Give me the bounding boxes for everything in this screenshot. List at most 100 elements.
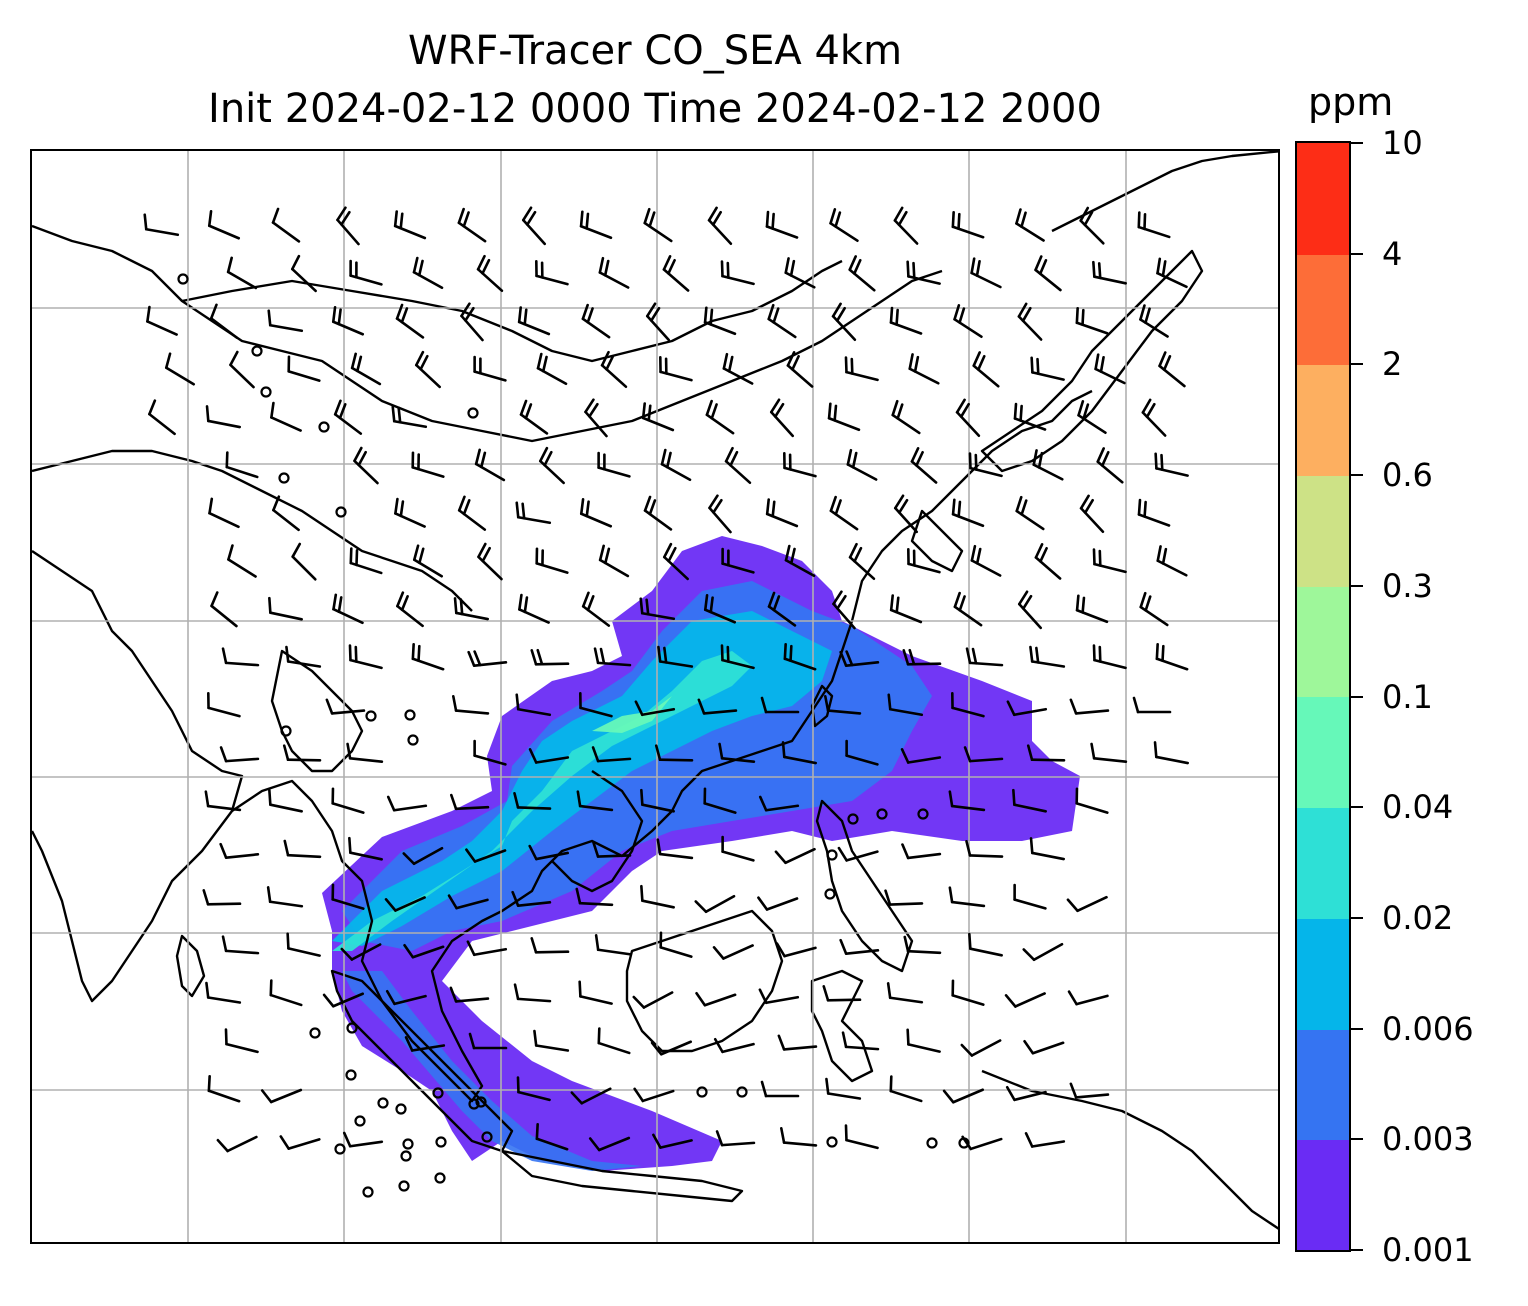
wind-barb	[1005, 1085, 1047, 1102]
calm-wind-circle	[404, 709, 416, 721]
wind-barb	[414, 350, 442, 389]
calm-wind-circle	[280, 725, 292, 737]
wind-barb	[970, 257, 1002, 289]
wind-barb	[260, 1088, 303, 1104]
wind-barb	[1139, 591, 1169, 627]
wind-barb	[900, 748, 942, 764]
wind-barb	[473, 355, 507, 382]
wind-barb	[662, 542, 690, 581]
wind-barb	[207, 209, 241, 240]
wind-barb	[720, 644, 755, 670]
wind-barb	[703, 787, 737, 814]
wind-barb	[839, 650, 880, 667]
wind-barb	[1006, 700, 1048, 717]
wind-barb	[535, 260, 569, 286]
colorbar-segment	[1297, 143, 1349, 255]
wind-barb	[1092, 548, 1127, 574]
wind-barb	[1075, 787, 1109, 814]
colorbar-segment	[1297, 253, 1349, 366]
wind-barb	[650, 1040, 693, 1056]
wind-barb	[451, 695, 490, 715]
colorbar-tick-label: 0.6	[1382, 456, 1433, 495]
wind-barb	[1023, 1039, 1065, 1055]
wind-barb	[530, 937, 570, 954]
wind-barb	[346, 742, 384, 763]
wind-barb	[207, 692, 241, 718]
calm-wind-circle	[335, 506, 347, 518]
wind-barb	[656, 838, 694, 860]
wind-barb	[963, 746, 1004, 763]
wind-barb	[884, 889, 924, 906]
calm-wind-circle	[278, 472, 290, 484]
colorbar-tick-label: 4	[1382, 234, 1403, 273]
calm-wind-circle	[334, 1143, 346, 1155]
calm-wind-circle	[377, 1097, 389, 1109]
wind-barb	[960, 1039, 1002, 1057]
wind-barb	[757, 896, 799, 911]
wind-barb	[536, 352, 568, 386]
wind-barb	[538, 446, 566, 485]
colorbar-tick	[1351, 142, 1363, 144]
wind-barb	[1137, 211, 1171, 239]
colorbar-tick-label: 0.04	[1382, 788, 1454, 827]
wind-barb	[576, 790, 614, 812]
wind-barb	[467, 650, 508, 667]
colorbar-tick-label: 0.001	[1382, 1231, 1474, 1269]
wind-barb	[765, 498, 799, 528]
calm-wind-circle	[826, 1136, 838, 1148]
wind-barb	[640, 884, 675, 909]
wind-barb	[578, 980, 613, 1005]
calm-wind-circle	[475, 1096, 487, 1108]
wind-barb	[266, 886, 304, 908]
wind-barb	[829, 495, 859, 531]
coastline-himalaya	[32, 449, 473, 612]
wind-barb	[473, 739, 507, 766]
wind-barb	[268, 788, 303, 813]
wind-barb	[1158, 351, 1186, 388]
wind-barb	[1069, 698, 1110, 715]
wind-barb	[533, 1029, 570, 1052]
wind-barb	[597, 1027, 631, 1055]
wind-barb	[412, 544, 444, 578]
wind-barb	[594, 934, 632, 956]
wind-barb	[827, 402, 861, 432]
wind-barb	[1015, 208, 1045, 242]
wind-barb	[1015, 495, 1045, 531]
wind-barb	[697, 698, 738, 715]
wind-barb	[384, 896, 426, 912]
colorbar-unit-label: ppm	[1308, 80, 1394, 124]
wind-barb	[708, 494, 732, 534]
wind-barb	[579, 497, 613, 528]
wind-barb	[955, 398, 981, 438]
calm-wind-circle	[251, 345, 263, 357]
wind-barb	[839, 938, 880, 955]
wind-barb	[394, 497, 426, 528]
wind-barb	[643, 207, 673, 243]
wind-barb	[703, 306, 737, 336]
wind-barb	[342, 1131, 384, 1148]
colorbar-segment	[1297, 585, 1349, 698]
wind-barb	[760, 696, 800, 714]
wind-barb	[581, 591, 611, 627]
wind-barb	[291, 542, 317, 581]
wind-barb	[908, 353, 940, 385]
map-canvas	[32, 151, 1278, 1242]
calm-wind-circle	[362, 1186, 374, 1198]
wind-barb	[781, 741, 818, 765]
wind-barb	[219, 746, 260, 763]
wind-barb	[272, 495, 300, 532]
wind-barb	[1032, 449, 1064, 481]
colorbar-tick	[1351, 584, 1363, 587]
wind-barb	[477, 542, 503, 581]
wind-barb	[1029, 645, 1066, 668]
wind-barb	[229, 350, 255, 389]
wind-barb	[279, 1135, 321, 1150]
wind-barb	[325, 698, 366, 715]
calm-wind-circle	[736, 1086, 748, 1098]
wind-barb	[906, 260, 941, 285]
wind-barb	[660, 448, 692, 482]
wind-barb	[226, 256, 258, 290]
wind-barb	[889, 1075, 923, 1103]
calm-wind-circle	[847, 813, 859, 825]
coastline-bangladesh	[270, 649, 364, 773]
